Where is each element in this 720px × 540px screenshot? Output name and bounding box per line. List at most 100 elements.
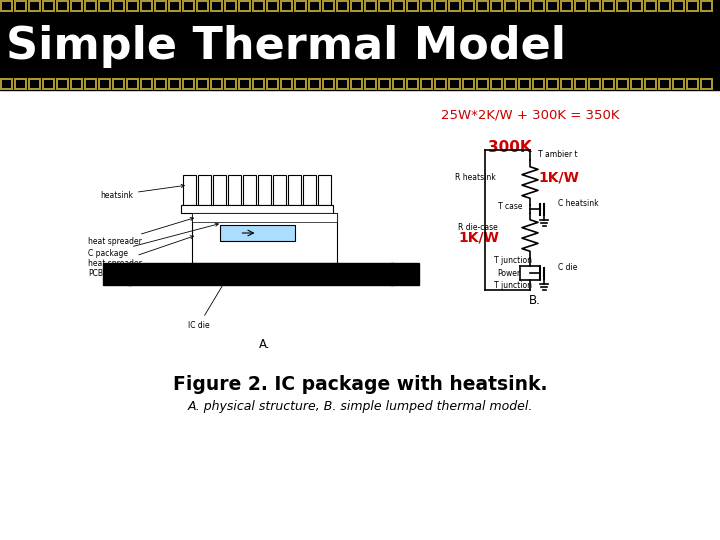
Bar xyxy=(478,2,487,10)
Bar xyxy=(350,78,363,90)
Bar xyxy=(366,2,375,10)
Bar xyxy=(518,0,531,12)
Bar xyxy=(448,0,461,12)
Bar xyxy=(658,78,671,90)
Bar xyxy=(590,80,599,88)
Bar xyxy=(534,80,543,88)
Bar xyxy=(70,0,83,12)
Bar xyxy=(226,2,235,10)
Bar xyxy=(128,263,393,285)
Bar xyxy=(44,2,53,10)
Bar xyxy=(296,80,305,88)
Bar xyxy=(282,80,291,88)
Bar xyxy=(688,80,697,88)
Bar xyxy=(602,0,615,12)
Bar xyxy=(44,80,53,88)
Bar xyxy=(0,0,13,12)
Bar xyxy=(422,80,431,88)
Bar xyxy=(126,78,139,90)
Bar xyxy=(576,2,585,10)
Bar xyxy=(170,80,179,88)
Bar xyxy=(702,80,711,88)
Bar xyxy=(672,0,685,12)
Bar xyxy=(562,2,571,10)
Bar xyxy=(308,78,321,90)
Bar xyxy=(464,2,473,10)
Bar xyxy=(16,2,25,10)
Bar xyxy=(420,78,433,90)
Bar xyxy=(378,78,391,90)
Bar xyxy=(198,80,207,88)
Bar xyxy=(56,0,69,12)
Bar xyxy=(98,78,111,90)
Bar xyxy=(391,263,419,285)
Bar xyxy=(632,80,641,88)
Bar xyxy=(490,78,503,90)
Bar xyxy=(436,80,445,88)
Bar xyxy=(674,80,683,88)
Bar xyxy=(644,0,657,12)
Bar xyxy=(420,0,433,12)
Bar xyxy=(58,2,67,10)
Bar xyxy=(478,80,487,88)
Bar xyxy=(394,2,403,10)
Bar xyxy=(56,78,69,90)
Bar xyxy=(196,78,209,90)
Bar xyxy=(252,78,265,90)
Bar xyxy=(288,175,301,205)
Bar xyxy=(156,2,165,10)
Bar xyxy=(2,2,11,10)
Bar xyxy=(42,78,55,90)
Bar xyxy=(660,80,669,88)
Bar xyxy=(310,80,319,88)
Bar xyxy=(408,80,417,88)
Text: C die: C die xyxy=(558,263,577,272)
Bar xyxy=(702,2,711,10)
Bar xyxy=(506,80,515,88)
Bar xyxy=(196,0,209,12)
Text: 1K/W: 1K/W xyxy=(458,231,499,245)
Bar xyxy=(30,2,39,10)
Bar xyxy=(532,78,545,90)
Bar xyxy=(168,0,181,12)
Bar xyxy=(672,78,685,90)
Bar xyxy=(154,0,167,12)
Text: A. physical structure, B. simple lumped thermal model.: A. physical structure, B. simple lumped … xyxy=(187,400,533,413)
Bar xyxy=(324,2,333,10)
Bar xyxy=(686,78,699,90)
Bar xyxy=(336,78,349,90)
Bar xyxy=(294,0,307,12)
Bar xyxy=(322,78,335,90)
Bar xyxy=(336,0,349,12)
Bar xyxy=(324,80,333,88)
Bar xyxy=(268,2,277,10)
Bar xyxy=(618,80,627,88)
Bar xyxy=(254,80,263,88)
Bar xyxy=(212,80,221,88)
Bar xyxy=(142,2,151,10)
Bar xyxy=(520,2,529,10)
Bar xyxy=(504,0,517,12)
Bar xyxy=(462,78,475,90)
Bar xyxy=(436,2,445,10)
Bar xyxy=(406,0,419,12)
Text: T junction: T junction xyxy=(494,281,532,290)
Bar xyxy=(364,0,377,12)
Bar xyxy=(181,205,333,213)
Bar xyxy=(548,80,557,88)
Bar xyxy=(630,0,643,12)
Bar xyxy=(338,80,347,88)
Bar xyxy=(182,78,195,90)
Bar xyxy=(210,0,223,12)
Bar xyxy=(210,78,223,90)
Bar xyxy=(450,2,459,10)
Bar xyxy=(450,80,459,88)
Bar xyxy=(352,80,361,88)
Bar xyxy=(562,80,571,88)
Bar xyxy=(604,80,613,88)
Bar xyxy=(273,175,286,205)
Text: heatsink: heatsink xyxy=(100,185,184,199)
Bar xyxy=(72,80,81,88)
Bar xyxy=(350,0,363,12)
Bar xyxy=(142,80,151,88)
